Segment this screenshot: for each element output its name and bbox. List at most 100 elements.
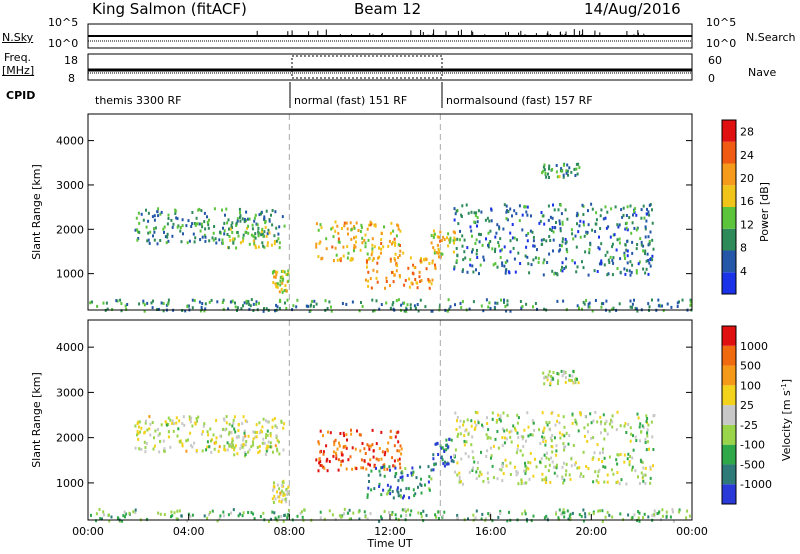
echo-cell xyxy=(138,230,141,234)
echo-cell xyxy=(332,450,335,454)
echo-cell xyxy=(545,476,548,480)
echo-cell xyxy=(562,508,565,512)
echo-cell xyxy=(578,224,581,228)
echo-cell xyxy=(475,252,478,256)
echo-cell xyxy=(563,434,566,438)
echo-cell xyxy=(642,466,645,470)
echo-cell xyxy=(247,434,250,438)
echo-cell xyxy=(569,512,572,516)
echo-cell xyxy=(645,219,648,223)
echo-cell xyxy=(213,441,216,445)
echo-cell xyxy=(443,510,446,514)
echo-cell xyxy=(496,301,499,305)
echo-cell xyxy=(442,462,445,466)
echo-cell xyxy=(372,455,375,459)
echo-cell xyxy=(397,298,400,302)
echo-cell xyxy=(272,281,275,285)
echo-cell xyxy=(267,440,270,444)
echo-cell xyxy=(364,515,367,519)
echo-cell xyxy=(285,307,288,310)
echo-cell xyxy=(137,237,140,240)
echo-cell xyxy=(542,261,545,265)
echo-cell xyxy=(600,262,603,266)
echo-cell xyxy=(378,447,381,450)
echo-cell xyxy=(425,513,428,517)
echo-cell xyxy=(622,213,625,217)
echo-cell xyxy=(273,511,276,515)
echo-cell xyxy=(209,511,212,514)
nsky-tick-low: 10^0 xyxy=(48,37,79,50)
echo-cell xyxy=(530,263,533,267)
echo-cell xyxy=(242,236,245,240)
x-tick-label: 08:00 xyxy=(273,525,305,538)
echo-cell xyxy=(552,377,555,381)
echo-cell xyxy=(266,433,269,437)
echo-cell xyxy=(287,279,290,283)
echo-cell xyxy=(544,465,547,469)
echo-cell xyxy=(569,379,572,382)
echo-cell xyxy=(239,219,242,223)
echo-cell xyxy=(676,305,679,308)
echo-cell xyxy=(210,439,212,443)
echo-cell xyxy=(592,436,595,440)
echo-cell xyxy=(555,512,557,516)
echo-cell xyxy=(228,235,231,238)
echo-cell xyxy=(582,300,585,304)
echo-cell xyxy=(499,509,502,513)
echo-cell xyxy=(540,238,543,242)
echo-cell xyxy=(232,508,235,512)
echo-cell xyxy=(596,443,599,447)
echo-cell xyxy=(628,460,631,464)
echo-cell xyxy=(487,243,489,247)
echo-cell xyxy=(438,249,441,253)
echo-cell xyxy=(232,241,235,245)
echo-cell xyxy=(231,221,234,225)
echo-cell xyxy=(232,237,235,241)
power-colorbar-label: Power [dB] xyxy=(758,182,771,242)
echo-cell xyxy=(398,254,401,257)
echo-cell xyxy=(376,261,379,265)
echo-cell xyxy=(303,508,306,512)
echo-cell xyxy=(330,305,332,309)
echo-cell xyxy=(627,423,630,426)
echo-cell xyxy=(420,477,422,481)
echo-cell xyxy=(163,513,166,517)
echo-cell xyxy=(456,517,459,521)
echo-cell xyxy=(642,475,644,479)
echo-cell xyxy=(278,225,281,229)
echo-cell xyxy=(449,236,452,240)
echo-cell xyxy=(576,222,578,226)
echo-cell xyxy=(434,513,437,517)
echo-cell xyxy=(162,302,165,305)
echo-cell xyxy=(491,519,494,523)
echo-cell xyxy=(236,219,239,223)
echo-cell xyxy=(305,304,308,308)
echo-cell xyxy=(278,299,281,303)
echo-cell xyxy=(320,257,323,261)
echo-cell xyxy=(392,280,395,284)
echo-cell xyxy=(353,244,356,247)
echo-cell xyxy=(408,277,411,281)
echo-cell xyxy=(472,300,475,304)
echo-cell xyxy=(641,424,644,428)
echo-cell xyxy=(145,419,147,423)
echo-cell xyxy=(209,427,212,431)
echo-cell xyxy=(271,510,274,514)
echo-cell xyxy=(250,233,253,237)
echo-cell xyxy=(603,480,606,484)
echo-cell xyxy=(399,466,402,470)
echo-cell xyxy=(121,519,124,523)
echo-cell xyxy=(491,411,494,415)
echo-cell xyxy=(163,225,166,229)
echo-cell xyxy=(444,460,446,464)
echo-cell xyxy=(517,444,519,448)
nsearch-label: N.Search xyxy=(746,31,796,44)
echo-cell xyxy=(577,213,580,217)
y-tick-label: 1000 xyxy=(56,477,84,490)
echo-cell xyxy=(634,306,637,310)
echo-cell xyxy=(272,450,274,454)
echo-cell xyxy=(413,266,416,270)
echo-cell xyxy=(572,237,575,241)
echo-cell xyxy=(325,459,328,463)
echo-cell xyxy=(542,169,545,173)
